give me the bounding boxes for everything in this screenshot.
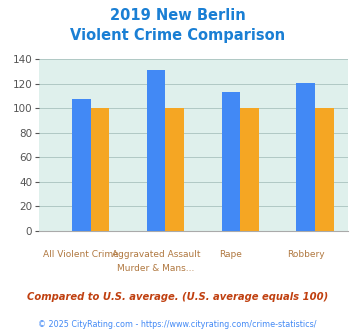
Text: All Violent Crime: All Violent Crime [43,250,119,259]
Text: Robbery: Robbery [287,250,324,259]
Text: Murder & Mans...: Murder & Mans... [118,264,195,273]
Text: Compared to U.S. average. (U.S. average equals 100): Compared to U.S. average. (U.S. average … [27,292,328,302]
Bar [222,92,240,231]
Bar [240,109,259,231]
Bar [72,99,91,231]
Text: Rape: Rape [219,250,242,259]
Text: 2019 New Berlin: 2019 New Berlin [110,8,245,23]
Text: Aggravated Assault: Aggravated Assault [112,250,200,259]
Bar [165,109,184,231]
Text: Violent Crime Comparison: Violent Crime Comparison [70,28,285,43]
Bar [91,109,109,231]
Legend: New Berlin, Illinois, National: New Berlin, Illinois, National [52,326,335,330]
Bar [315,109,334,231]
Text: © 2025 CityRating.com - https://www.cityrating.com/crime-statistics/: © 2025 CityRating.com - https://www.city… [38,320,317,329]
Bar [147,70,165,231]
Bar [296,83,315,231]
